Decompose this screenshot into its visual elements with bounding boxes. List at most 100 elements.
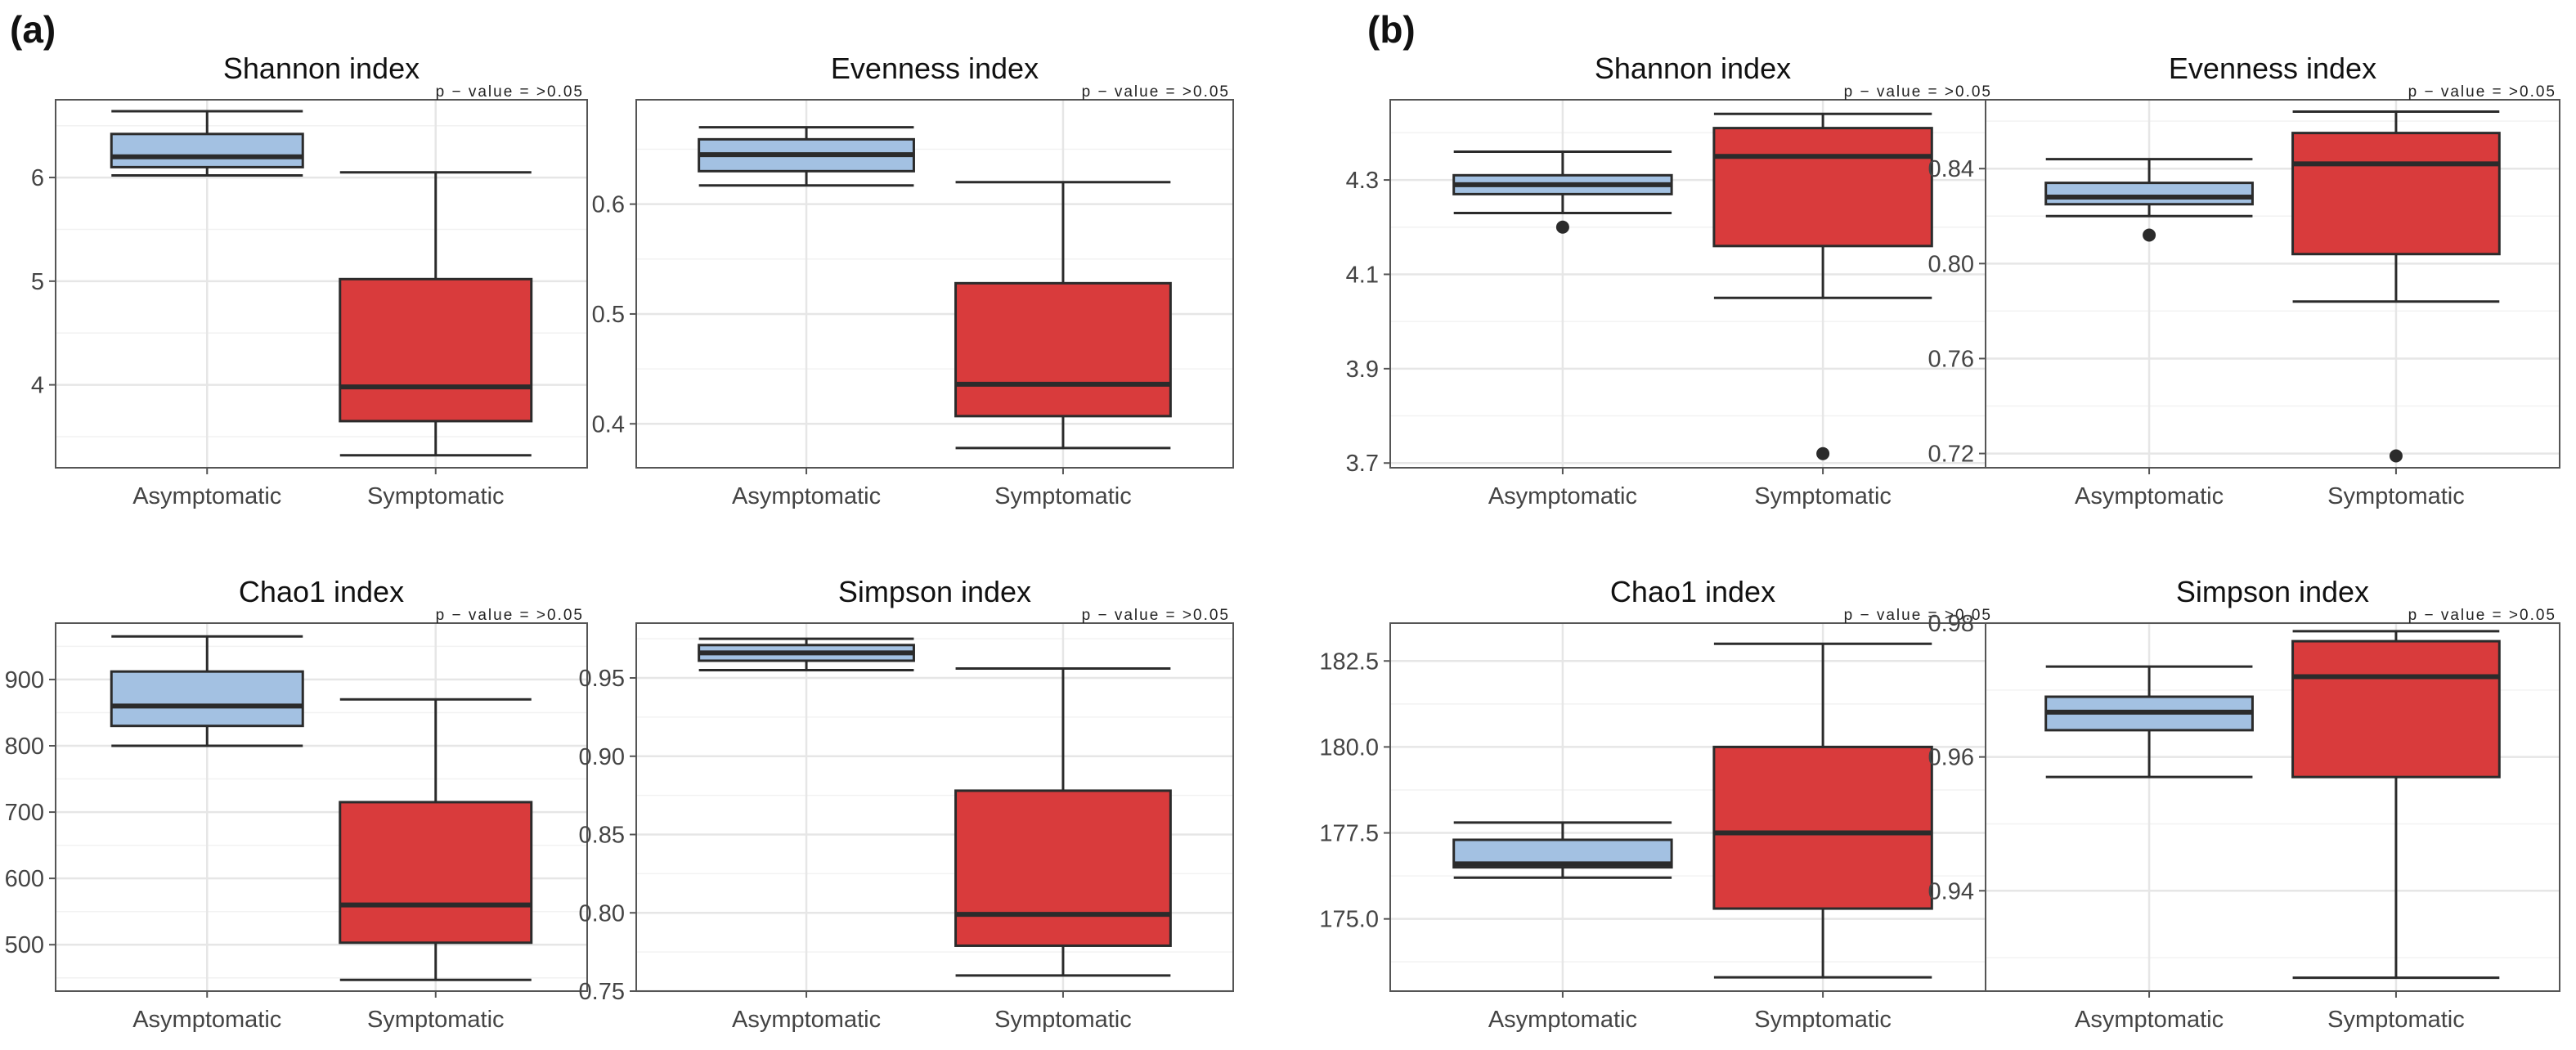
y-tick-label: 4.3 [1346, 168, 1379, 194]
x-tick-label: Symptomatic [1754, 1007, 1892, 1033]
box-asymptomatic [110, 110, 304, 177]
iqr-box [2291, 132, 2501, 256]
panel-label-b: (b) [1367, 8, 1416, 51]
chart-title: Evenness index [831, 52, 1039, 85]
y-tick-label: 0.4 [592, 411, 625, 438]
y-tick-label: 0.85 [579, 823, 625, 849]
box-symptomatic [2291, 630, 2501, 980]
p-value-annotation: p − value = >0.05 [2408, 607, 2556, 624]
box-symptomatic [339, 698, 533, 981]
iqr-box [1712, 745, 1933, 910]
chart-5: 500 600 700 800 900 Asymptomatic Symptomatic Ch… [5, 575, 588, 1033]
x-tick-label: Symptomatic [1754, 483, 1892, 509]
x-tick-label: Asymptomatic [132, 1007, 281, 1033]
panel-label-a: (a) [10, 8, 56, 51]
y-tick-label: 175.0 [1319, 907, 1379, 933]
p-value-annotation: p − value = >0.05 [1082, 607, 1230, 624]
panel-border [635, 622, 1234, 992]
outlier-point [2389, 449, 2403, 463]
y-tick-label: 3.9 [1346, 357, 1379, 383]
iqr-box [110, 132, 304, 168]
iqr-box [110, 670, 304, 728]
chart-6: 0.75 0.80 0.85 0.90 0.95 Asymptomatic Symptoma… [579, 575, 1234, 1033]
x-tick-label: Symptomatic [994, 1007, 1132, 1033]
iqr-box [339, 801, 533, 945]
y-tick-label: 0.5 [592, 302, 625, 328]
y-tick-label: 800 [5, 734, 44, 760]
y-tick-label: 6 [31, 165, 44, 191]
box-asymptomatic [110, 635, 304, 747]
iqr-box [954, 789, 1172, 947]
y-tick-label: 5 [31, 269, 44, 295]
box-asymptomatic [2044, 158, 2254, 242]
x-tick-label: Symptomatic [2327, 1007, 2465, 1033]
chart-title: Evenness index [2169, 52, 2376, 85]
chart-title: Shannon index [223, 52, 420, 85]
p-value-annotation: p − value = >0.05 [1082, 83, 1230, 101]
iqr-box [1712, 127, 1933, 248]
x-tick-label: Asymptomatic [732, 1007, 881, 1033]
iqr-box [954, 281, 1172, 418]
outlier-point [1816, 446, 1830, 460]
chart-4: 0.72 0.76 0.80 0.84 Asymptomatic Symptomatic E… [1928, 52, 2560, 509]
y-tick-label: 182.5 [1319, 648, 1379, 675]
p-value-annotation: p − value = >0.05 [436, 607, 584, 624]
outlier-point [1555, 220, 1569, 234]
box-symptomatic [2291, 110, 2501, 463]
x-tick-label: Asymptomatic [1488, 1007, 1637, 1033]
y-tick-label: 600 [5, 866, 44, 892]
y-tick-label: 4.1 [1346, 262, 1379, 288]
y-tick-label: 500 [5, 932, 44, 958]
y-tick-label: 0.98 [1928, 611, 1974, 637]
y-tick-label: 0.96 [1928, 745, 1974, 771]
y-tick-label: 0.80 [1928, 251, 1974, 277]
p-value-annotation: p − value = >0.05 [436, 83, 584, 101]
y-tick-label: 0.84 [1928, 156, 1974, 182]
y-tick-label: 700 [5, 800, 44, 826]
box-asymptomatic [1452, 150, 1673, 234]
y-tick-label: 177.5 [1319, 821, 1379, 847]
panel-border [55, 622, 588, 992]
p-value-annotation: p − value = >0.05 [1844, 607, 1992, 624]
iqr-box [2291, 639, 2501, 779]
x-tick-label: Asymptomatic [732, 483, 881, 509]
box-asymptomatic [2044, 665, 2254, 779]
box-symptomatic [339, 171, 533, 457]
box-symptomatic [954, 181, 1172, 450]
panel-border [55, 99, 588, 469]
x-tick-label: Asymptomatic [132, 483, 281, 509]
y-tick-label: 0.76 [1928, 346, 1974, 372]
iqr-box [2044, 182, 2254, 206]
y-tick-label: 180.0 [1319, 734, 1379, 761]
chart-2: 0.4 0.5 0.6 Asymptomatic Symptomatic Evenness… [592, 52, 1234, 509]
outlier-point [2143, 228, 2156, 242]
panel-border [1985, 99, 2560, 469]
y-tick-label: 0.75 [579, 979, 625, 1005]
x-tick-label: Symptomatic [2327, 483, 2465, 509]
y-tick-label: 0.94 [1928, 878, 1974, 904]
y-tick-label: 0.95 [579, 666, 625, 692]
p-value-annotation: p − value = >0.05 [1844, 83, 1992, 101]
x-tick-label: Asymptomatic [2075, 1007, 2224, 1033]
box-asymptomatic [698, 126, 915, 187]
y-tick-label: 0.72 [1928, 442, 1974, 468]
y-tick-label: 0.90 [579, 744, 625, 770]
chart-title: Simpson index [838, 575, 1031, 608]
chart-7: 175.0 177.5 180.0 182.5 Asymptomatic Symptoma… [1319, 575, 1996, 1033]
box-asymptomatic [1452, 821, 1673, 879]
x-tick-label: Symptomatic [367, 483, 505, 509]
chart-title: Shannon index [1595, 52, 1791, 85]
chart-title: Chao1 index [239, 575, 404, 608]
chart-3: 3.7 3.9 4.1 4.3 Asymptomatic Symptomatic Shann… [1346, 52, 1996, 509]
plots-container: 4 5 6 Asymptomatic Symptomatic Shannon index p… [5, 52, 2560, 1033]
box-symptomatic [954, 667, 1172, 977]
y-tick-label: 0.6 [592, 192, 625, 218]
x-tick-label: Symptomatic [994, 483, 1132, 509]
x-tick-label: Asymptomatic [1488, 483, 1637, 509]
chart-1: 4 5 6 Asymptomatic Symptomatic Shannon index p… [31, 52, 588, 509]
panel-border [635, 99, 1234, 469]
panel-border [1985, 622, 2560, 992]
box-symptomatic [1712, 642, 1933, 979]
y-tick-label: 0.80 [579, 900, 625, 927]
